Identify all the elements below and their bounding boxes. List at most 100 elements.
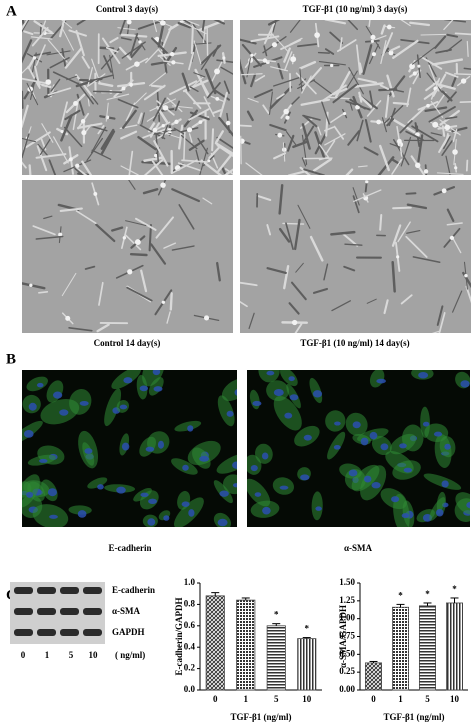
cell <box>77 82 94 105</box>
cell <box>216 261 221 282</box>
caption: TGF-β1 (10 ng/ml) 14 day(s) <box>300 338 409 348</box>
bar <box>445 602 463 691</box>
cell <box>216 136 233 150</box>
cell <box>26 82 39 106</box>
cell <box>285 222 294 251</box>
cell <box>189 111 210 121</box>
cell <box>278 227 291 243</box>
cell <box>72 100 79 131</box>
cell <box>68 326 93 332</box>
nucleus <box>232 461 237 469</box>
cell-body <box>129 82 133 87</box>
cell <box>349 98 366 110</box>
cell <box>149 72 167 87</box>
x-tick-label: 1 <box>244 694 249 704</box>
cell <box>386 74 395 98</box>
cell <box>444 20 467 23</box>
cell <box>193 42 212 45</box>
cell <box>431 330 441 333</box>
cell <box>217 395 235 427</box>
caption: TGF-β1 (10 ng/ml) 3 day(s) <box>303 4 408 14</box>
nucleus <box>303 434 312 441</box>
cell <box>352 195 360 214</box>
nucleus <box>360 437 369 446</box>
cell <box>247 454 262 475</box>
cell <box>145 48 160 64</box>
cell <box>46 50 71 56</box>
image-background <box>22 180 233 333</box>
cell <box>27 65 40 88</box>
bar <box>236 599 256 691</box>
nucleus <box>262 506 271 515</box>
cell <box>109 36 119 44</box>
cell <box>31 27 49 47</box>
band <box>14 629 33 636</box>
x-tick-label: 1 <box>398 694 403 704</box>
cell-body <box>75 163 80 169</box>
cell <box>156 90 161 122</box>
cell-body <box>283 108 289 115</box>
cell <box>425 80 440 92</box>
band <box>37 629 56 636</box>
cell <box>459 101 471 104</box>
cell-body <box>162 105 169 111</box>
cell <box>219 91 228 119</box>
cell <box>391 261 396 293</box>
cell <box>290 96 300 106</box>
cell <box>26 376 48 392</box>
cell <box>267 20 281 26</box>
cell <box>201 20 206 31</box>
cell-body <box>415 162 421 169</box>
cell <box>294 322 303 333</box>
cell <box>312 79 334 96</box>
cell <box>343 265 356 272</box>
cell <box>446 222 463 226</box>
cell <box>451 75 458 88</box>
cell <box>47 39 68 63</box>
lane-label: 10 <box>89 650 99 660</box>
cell <box>35 44 46 66</box>
cell <box>211 128 215 152</box>
y-tick-label: 1.00 <box>339 613 355 623</box>
cell <box>178 204 195 230</box>
nucleus <box>145 446 155 452</box>
cell <box>463 67 471 70</box>
cell <box>92 90 123 93</box>
cell <box>443 136 451 150</box>
cell <box>160 26 172 51</box>
nucleus <box>254 492 262 497</box>
nucleus <box>140 492 149 498</box>
cell <box>43 215 53 220</box>
cell <box>438 312 446 333</box>
cell-body <box>214 68 220 75</box>
cell <box>248 312 255 330</box>
nucleus <box>219 490 229 497</box>
cell <box>400 136 412 167</box>
cell <box>22 104 29 128</box>
band <box>83 587 102 594</box>
cell <box>443 20 454 31</box>
cell <box>369 90 374 108</box>
cell <box>181 159 209 163</box>
nucleus <box>266 370 275 376</box>
band <box>83 629 102 636</box>
cell-body <box>81 130 87 136</box>
cell <box>268 91 273 115</box>
x-tick-label: 0 <box>213 694 218 704</box>
nucleus <box>181 501 190 507</box>
cell <box>49 57 70 69</box>
cell-body <box>174 119 179 125</box>
cell <box>87 96 90 107</box>
cell-body <box>277 132 283 138</box>
cell <box>428 64 440 92</box>
cell <box>217 153 233 173</box>
cell <box>22 20 30 31</box>
nucleus <box>234 389 237 396</box>
cell <box>258 370 280 383</box>
cell <box>330 112 346 124</box>
cell <box>389 117 416 134</box>
cell <box>22 20 30 33</box>
nucleus <box>182 464 189 471</box>
cell <box>58 20 66 38</box>
